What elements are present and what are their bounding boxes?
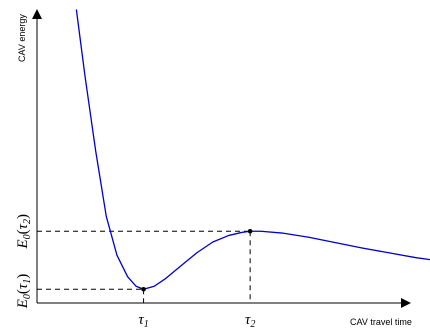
series-layer xyxy=(75,9,430,290)
y-tick-label-2: E0(τ2) xyxy=(15,214,33,250)
series-line-0 xyxy=(75,9,430,290)
point-marker-2 xyxy=(247,228,253,234)
y-tick-label-1: E0(τ1) xyxy=(15,274,33,310)
guide-lines xyxy=(37,230,251,303)
x-tick-label-2: τ2 xyxy=(245,312,255,330)
y-axis-title: CAV energy xyxy=(17,14,27,62)
x-axis-title: CAV travel time xyxy=(350,317,412,327)
x-tick-label-1: τ1 xyxy=(138,312,148,330)
point-marker-1 xyxy=(141,286,146,292)
tick-labels: τ1 τ2 E0(τ1) E0(τ2) xyxy=(15,214,255,330)
point-markers xyxy=(141,228,253,292)
